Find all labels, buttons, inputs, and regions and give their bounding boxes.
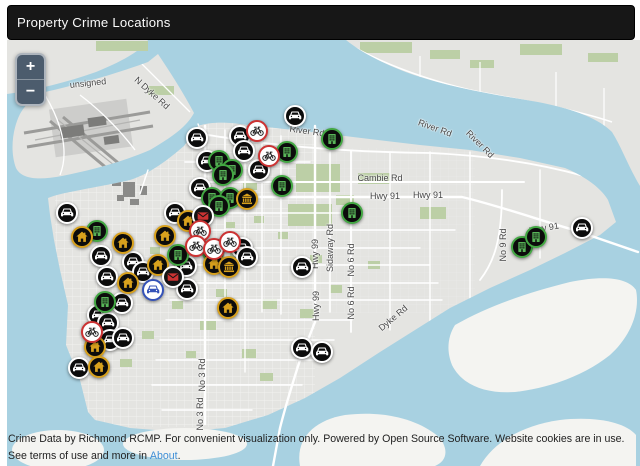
bank-icon: [241, 193, 253, 205]
page-title: Property Crime Locations: [17, 15, 171, 30]
crime-marker-commercial[interactable]: [167, 244, 189, 266]
attribution-text: Crime Data by Richmond RCMP. For conveni…: [8, 431, 637, 465]
crime-marker-vehicle[interactable]: [291, 256, 313, 278]
app-header: Property Crime Locations: [7, 5, 635, 40]
building-icon: [348, 208, 356, 218]
crime-marker-vehicle[interactable]: [571, 217, 593, 239]
envelope-icon: [167, 273, 179, 281]
car-icon: [238, 146, 251, 155]
crime-marker-civic[interactable]: [218, 256, 240, 278]
building-icon: [219, 170, 227, 180]
crime-marker-commercial[interactable]: [271, 175, 293, 197]
house-icon: [159, 230, 171, 241]
house-icon: [152, 259, 164, 270]
car-icon: [102, 318, 115, 327]
crime-marker-residential[interactable]: [71, 226, 93, 248]
building-icon: [278, 181, 286, 191]
crime-marker-vehicle-recovered[interactable]: [142, 279, 164, 301]
crime-marker-civic[interactable]: [236, 188, 258, 210]
crime-marker-commercial[interactable]: [94, 291, 116, 313]
crime-marker-residential[interactable]: [117, 272, 139, 294]
house-icon: [208, 258, 220, 269]
crime-marker-commercial[interactable]: [525, 226, 547, 248]
bike-icon: [262, 151, 276, 161]
building-icon: [93, 226, 101, 236]
car-icon: [316, 347, 329, 356]
car-icon: [234, 131, 247, 140]
car-icon: [117, 333, 130, 342]
car-icon: [181, 284, 194, 293]
car-icon: [101, 272, 114, 281]
bank-icon: [223, 261, 235, 273]
crime-marker-mail[interactable]: [162, 266, 184, 288]
crime-marker-residential[interactable]: [154, 225, 176, 247]
crime-marker-commercial[interactable]: [212, 164, 234, 186]
crime-marker-residential[interactable]: [112, 232, 134, 254]
car-icon: [147, 285, 160, 294]
crime-marker-bicycle[interactable]: [246, 120, 268, 142]
attribution-body: Crime Data by Richmond RCMP. For conveni…: [8, 433, 625, 462]
car-icon: [241, 252, 254, 261]
crime-marker-vehicle[interactable]: [90, 245, 112, 267]
car-icon: [137, 267, 150, 276]
crime-marker-residential[interactable]: [217, 297, 239, 319]
crime-marker-vehicle[interactable]: [112, 327, 134, 349]
car-icon: [296, 343, 309, 352]
bike-icon: [189, 241, 203, 251]
building-icon: [283, 147, 291, 157]
crime-marker-vehicle[interactable]: [236, 246, 258, 268]
house-icon: [117, 237, 129, 248]
crime-marker-vehicle[interactable]: [56, 202, 78, 224]
building-icon: [518, 242, 526, 252]
car-icon: [253, 165, 266, 174]
building-icon: [174, 250, 182, 260]
car-icon: [73, 363, 86, 372]
crime-marker-bicycle[interactable]: [258, 145, 280, 167]
bike-icon: [223, 237, 237, 247]
crime-marker-vehicle[interactable]: [186, 127, 208, 149]
bike-icon: [193, 226, 207, 236]
house-icon: [89, 341, 101, 352]
house-icon: [122, 277, 134, 288]
car-icon: [116, 298, 129, 307]
zoom-control-divider: [17, 79, 44, 80]
crime-marker-bicycle[interactable]: [219, 231, 241, 253]
zoom-control: + −: [15, 53, 46, 106]
car-icon: [191, 133, 204, 142]
crime-marker-vehicle[interactable]: [111, 292, 133, 314]
car-icon: [61, 208, 74, 217]
zoom-out-button[interactable]: −: [17, 80, 44, 104]
crime-map[interactable]: unsigned N Dyke Rd River Rd River Rd River R…: [7, 40, 640, 466]
house-icon: [76, 231, 88, 242]
house-icon: [222, 302, 234, 313]
crime-marker-vehicle[interactable]: [96, 266, 118, 288]
crime-marker-bicycle[interactable]: [81, 321, 103, 343]
crime-marker-commercial[interactable]: [321, 128, 343, 150]
crime-marker-vehicle[interactable]: [68, 357, 90, 379]
building-icon: [215, 201, 223, 211]
house-icon: [93, 361, 105, 372]
zoom-in-button[interactable]: +: [17, 55, 44, 79]
bike-icon: [207, 244, 221, 254]
bike-icon: [85, 327, 99, 337]
crime-marker-residential[interactable]: [88, 356, 110, 378]
crime-marker-commercial[interactable]: [341, 202, 363, 224]
building-icon: [101, 297, 109, 307]
crime-marker-vehicle[interactable]: [233, 140, 255, 162]
envelope-icon: [197, 212, 209, 220]
crime-marker-vehicle[interactable]: [284, 105, 306, 127]
car-icon: [576, 223, 589, 232]
car-icon: [296, 262, 309, 271]
bike-icon: [250, 126, 264, 136]
building-icon: [328, 134, 336, 144]
crime-marker-vehicle[interactable]: [291, 337, 313, 359]
car-icon: [289, 111, 302, 120]
attribution-suffix: .: [177, 450, 181, 462]
car-icon: [95, 251, 108, 260]
crime-marker-vehicle[interactable]: [311, 341, 333, 363]
about-link[interactable]: About: [149, 450, 178, 462]
building-icon: [532, 232, 540, 242]
